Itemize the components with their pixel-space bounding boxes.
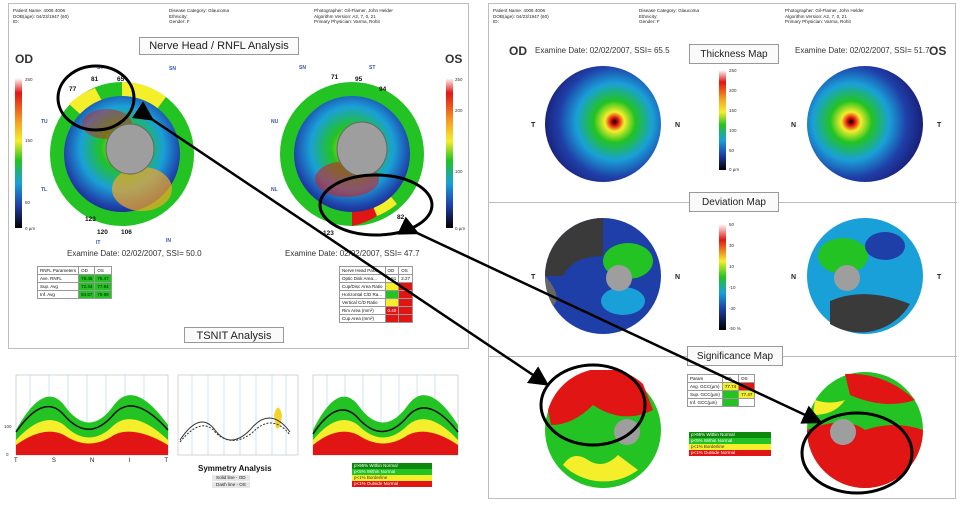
os-colorbar — [446, 78, 453, 228]
od-clock-label: TU — [41, 119, 48, 125]
photographer-info: Photographer: Gil-Flamer, John Helder Al… — [314, 8, 393, 25]
table-row: Sup. Avg 72.44 77.84 — [36, 282, 112, 291]
os-ring-value: 71 — [331, 74, 339, 81]
od-deviation-map — [544, 218, 661, 334]
od-ring-value: 65 — [117, 76, 125, 83]
od-ring-value: 106 — [121, 229, 132, 236]
od-label: OD — [15, 52, 33, 66]
os-ring-value: 82 — [397, 214, 405, 221]
table-row: Horizontal C/D Ra... — [339, 290, 414, 299]
tsnit-legend: p>95% Within Normal p<5% Within Normal p… — [352, 463, 432, 487]
tsnit-ytick: 100 — [4, 424, 12, 429]
od-colorbar — [15, 78, 22, 228]
tsnit-title: TSNIT Analysis — [184, 327, 284, 343]
os-rnfl-thickness-map — [280, 82, 424, 226]
table-row: Rim Area (mm²) 0.40 — [339, 306, 414, 315]
gcc-parameters-table: Param OD OS Avg. GCC(µm) 77.74 Sup. GCC(µm)… — [687, 374, 756, 407]
od-clock-label: IT — [96, 240, 101, 246]
deviation-map-title: Deviation Map — [689, 192, 779, 212]
table-row: Cup/Disc Area Ratio — [339, 282, 414, 291]
os-ring-value: 95 — [355, 76, 363, 83]
os-deviation-map — [807, 218, 923, 334]
os-significance-map — [807, 372, 923, 488]
od-clock-label: TL — [41, 187, 48, 193]
table-row: Inf. Avg 84.67 79.89 — [36, 290, 112, 299]
os-label: OS — [929, 44, 947, 58]
os-clock-label: SN — [299, 65, 306, 71]
os-clock-label: NL — [271, 187, 278, 193]
tsnit-ytick: 0 — [6, 452, 9, 457]
significance-map-title: Significance Map — [687, 346, 783, 366]
disease-info: Disease Category: Glaucoma Ethnicity: Ge… — [639, 8, 700, 25]
table-row: Cup Area (mm²) — [339, 314, 414, 323]
os-exam-date: Examine Date: 02/02/2007, SSI= 47.7 — [285, 249, 420, 258]
os-exam-date: Examine Date: 02/02/2007, SSI= 51.7 — [795, 46, 930, 55]
table-row: Sup. GCC(µm) 77.47 — [687, 390, 756, 399]
symmetry-title: Symmetry Analysis — [198, 464, 272, 473]
patient-info: Patient Name: 4006 4006 DOB(age): 04/23/… — [13, 8, 69, 25]
table-row: Ave. RNFL 78.46 76.47 — [36, 274, 112, 283]
od-exam-date: Examine Date: 02/02/2007, SSI= 65.5 — [535, 46, 670, 55]
od-ring-value: 123 — [85, 216, 96, 223]
table-row: Optic Disk Area... 2.51 2.27 — [339, 274, 414, 283]
od-significance-map — [545, 370, 661, 488]
od-clock-label: SN — [169, 66, 176, 72]
thickness-map-title: Thickness Map — [689, 44, 779, 64]
os-clock-label: ST — [369, 65, 376, 71]
os-clock-label: NU — [271, 119, 279, 125]
rnfl-report-panel: Patient Name: 4006 4006 DOB(age): 04/23/… — [8, 3, 469, 349]
od-ring-value: 81 — [91, 76, 99, 83]
os-ring-value: 123 — [323, 230, 334, 237]
table-row: Inf. GCC(µm) — [687, 398, 756, 407]
solid-line-legend: Solid line - OD — [212, 475, 250, 481]
rnfl-title: Nerve Head / RNFL Analysis — [139, 37, 299, 55]
thickness-colorbar — [719, 70, 726, 170]
symmetry-tsnit-graph — [177, 374, 299, 456]
od-ring-value: 120 — [97, 229, 108, 236]
nerve-head-parameters-table: Nerve Head Para... OD OS Optic Disk Area..… — [339, 266, 414, 323]
significance-legend: p>95% Within Normal p<5% Within Normal p… — [689, 432, 771, 456]
os-tsnit-graph — [312, 374, 459, 456]
od-exam-date: Examine Date: 02/02/2007, SSI= 50.0 — [67, 249, 202, 258]
od-clock-label: ST — [97, 65, 104, 71]
od-label: OD — [509, 44, 527, 58]
od-clock-label: IN — [166, 238, 171, 244]
os-label: OS — [445, 52, 463, 66]
photographer-info: Photographer: Gil-Flamer, John Helder Al… — [785, 8, 864, 25]
rnfl-parameters-table: RNFL Parameters OD OS Ave. RNFL 78.46 76.47 … — [36, 266, 112, 299]
dash-line-legend: Dash line - OS — [212, 482, 250, 488]
od-tsnit-graph — [15, 374, 169, 456]
table-row: Vertical C/D Ratio — [339, 298, 414, 307]
table-row: Avg. GCC(µm) 77.74 — [687, 382, 756, 391]
gcc-report-panel: Patient Name: 4006 4006 DOB(age): 04/23/… — [488, 3, 957, 499]
os-ring-value: 94 — [379, 86, 387, 93]
patient-info: Patient Name: 4006 4006 DOB(age): 04/23/… — [493, 8, 549, 25]
od-thickness-map — [545, 66, 661, 182]
deviation-colorbar — [719, 224, 726, 330]
disease-info: Disease Category: Glaucoma Ethnicity: Ge… — [169, 8, 230, 25]
os-thickness-map — [807, 66, 923, 182]
od-ring-value: 77 — [69, 86, 77, 93]
